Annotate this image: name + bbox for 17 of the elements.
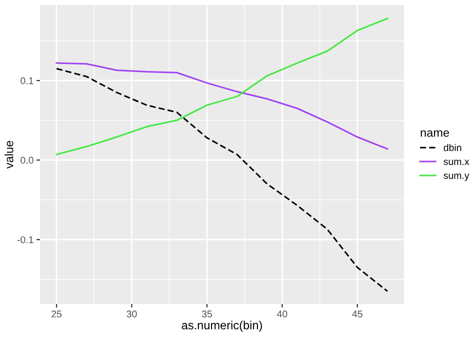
legend-label: sum.y bbox=[444, 174, 470, 181]
line-series bbox=[56, 62, 388, 150]
x-tick-label: 25 bbox=[52, 310, 62, 318]
x-axis-title: as.numeric(bin) bbox=[182, 320, 262, 332]
x-tick-label: 30 bbox=[126, 310, 137, 318]
legend-title: name bbox=[420, 130, 450, 137]
x-tick-label: 45 bbox=[352, 310, 362, 318]
y-axis-title: value bbox=[4, 140, 14, 169]
legend-label: dbin bbox=[444, 144, 462, 152]
y-tick-label: 0.1 bbox=[20, 77, 34, 84]
line-series bbox=[56, 68, 388, 292]
y-tick-label: -0.1 bbox=[17, 236, 34, 244]
line-series bbox=[56, 18, 388, 156]
legend-label: sum.x bbox=[444, 160, 470, 166]
x-tick-label: 40 bbox=[276, 310, 288, 318]
y-tick-label: 0.0 bbox=[20, 156, 34, 164]
x-tick-label: 35 bbox=[202, 310, 212, 318]
